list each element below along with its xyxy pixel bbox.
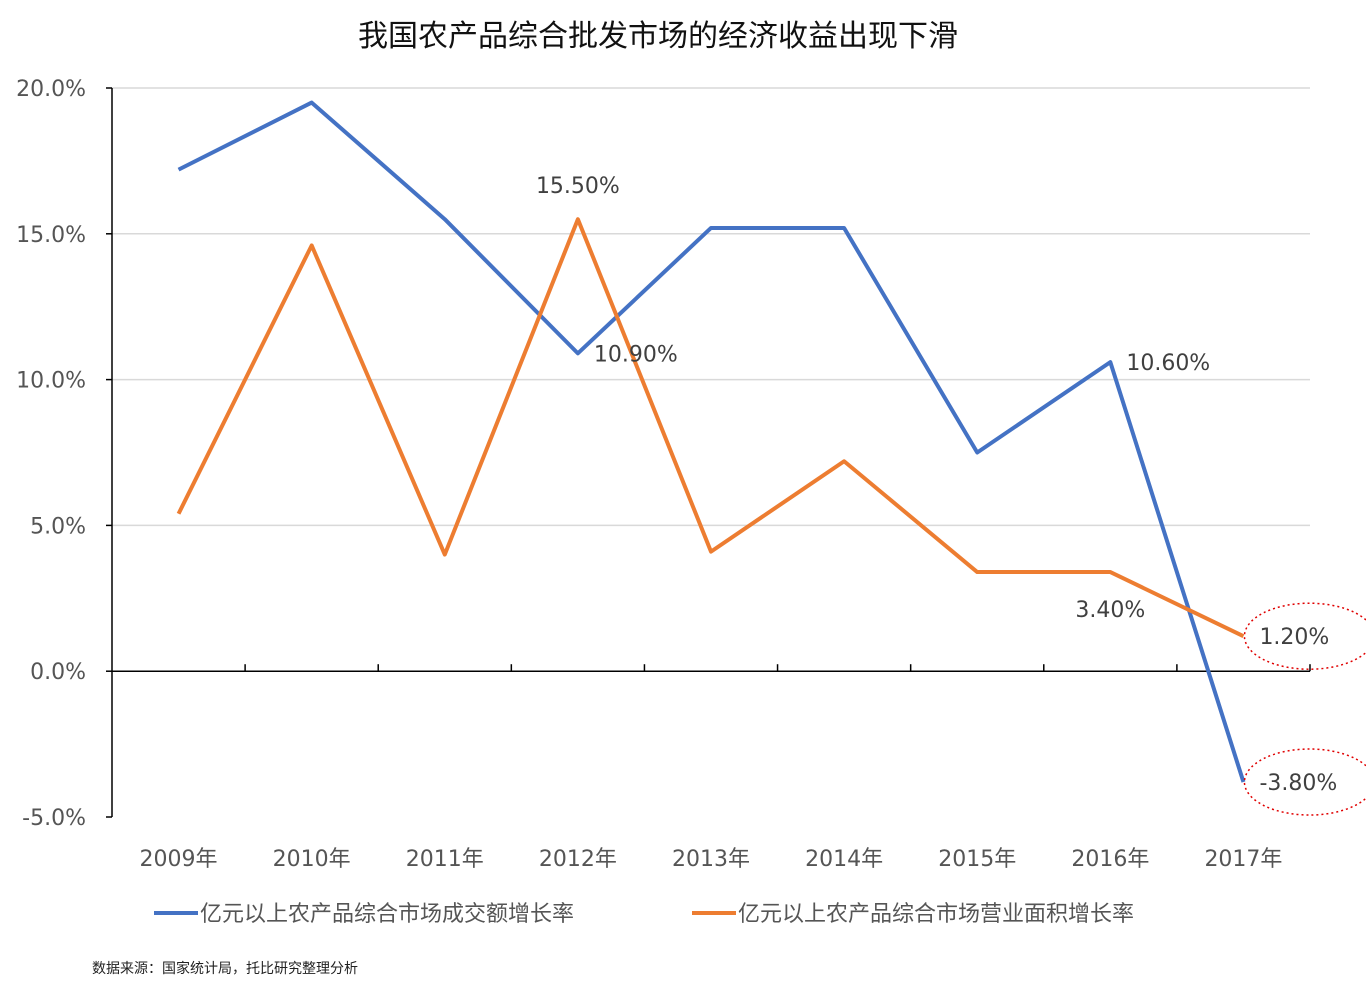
x-tick-label: 2011年 [406,847,484,872]
x-tick-label: 2014年 [805,847,883,872]
x-tick-label: 2012年 [539,847,617,872]
series-line-1 [177,100,1246,783]
data-label: 1.20% [1259,625,1329,650]
data-label: 15.50% [536,174,620,199]
x-tick-label: 2013年 [672,847,750,872]
y-tick-label: -5.0% [22,806,86,831]
y-tick-label: 0.0% [30,660,86,685]
y-tick-label: 10.0% [16,369,86,394]
legend-label: 亿元以上农产品综合市场成交额增长率 [200,902,574,927]
y-tick-label: 15.0% [16,223,86,248]
y-tick-label: 20.0% [16,77,86,102]
data-label: 10.60% [1126,351,1210,376]
x-tick-label: 2016年 [1071,847,1149,872]
highlight-circle [1243,602,1366,670]
series-line-2 [176,217,1245,639]
source-note: 数据来源：国家统计局，托比研究整理分析 [92,961,358,977]
x-tick-label: 2010年 [273,847,351,872]
data-label: 10.90% [594,342,678,367]
chart-title: 我国农产品综合批发市场的经济收益出现下滑 [358,19,958,54]
x-tick-label: 2017年 [1204,847,1282,872]
highlight-circle [1243,748,1366,816]
legend-label: 亿元以上农产品综合市场营业面积增长率 [738,902,1134,927]
y-tick-label: 5.0% [30,514,86,539]
x-tick-label: 2015年 [938,847,1016,872]
x-tick-label: 2009年 [140,847,218,872]
data-label: 3.40% [1075,598,1145,623]
data-label: -3.80% [1259,771,1337,796]
